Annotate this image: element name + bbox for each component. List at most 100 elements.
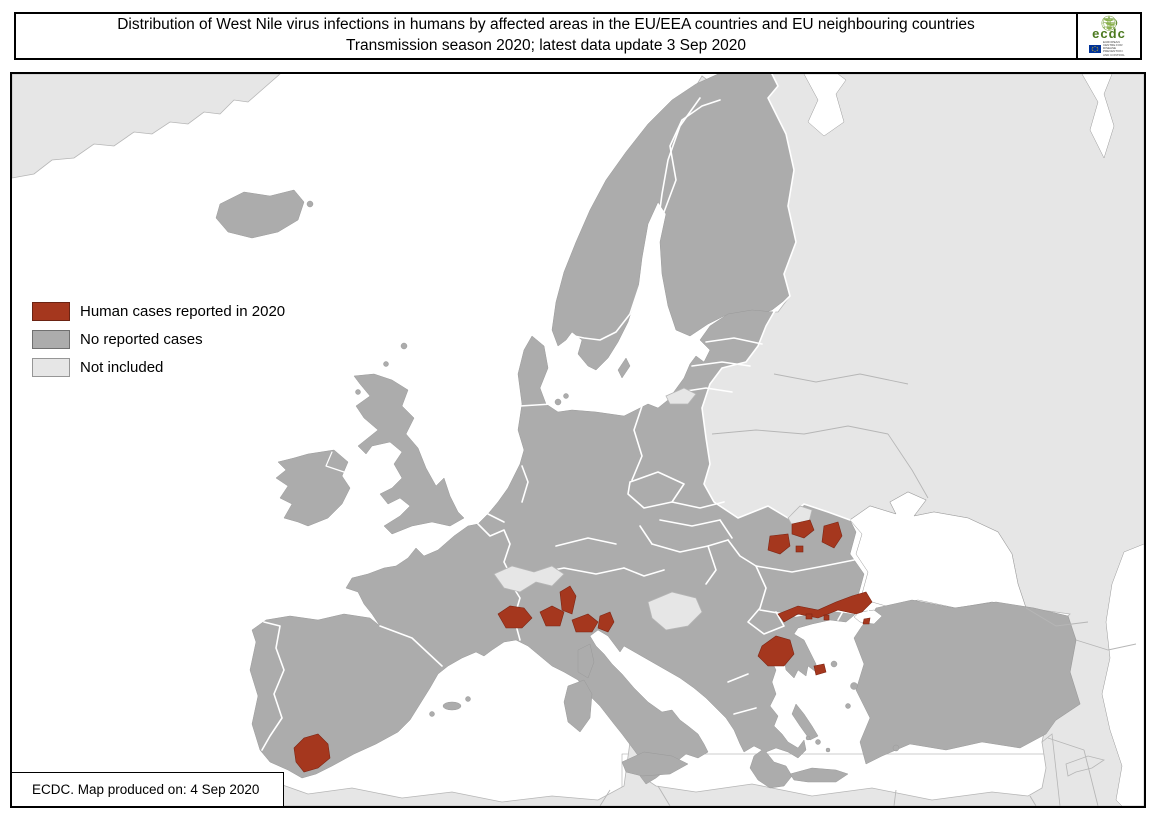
island-menorca (465, 696, 471, 702)
border-netherlands-germany (521, 465, 529, 503)
danish-isles-2 (563, 393, 569, 399)
border-serbia-romania (727, 539, 757, 567)
island-cyclades-1 (815, 739, 821, 745)
cases-italy-emilia (571, 613, 599, 633)
cases-italy-lombardy-north (559, 585, 577, 615)
border-austria-hungary (639, 525, 653, 545)
border-albania-greece (727, 673, 757, 715)
legend-swatch-no-cases (32, 330, 70, 349)
island-lemnos (830, 660, 838, 668)
island-ibiza (429, 711, 435, 717)
legend-item-cases: Human cases reported in 2020 (32, 302, 285, 321)
title-line-2: Transmission season 2020; latest data up… (345, 37, 747, 54)
island-crete (789, 767, 849, 783)
border-romania-bulgaria (755, 559, 855, 573)
island-euboea (791, 703, 819, 741)
legend-swatch-cases (32, 302, 70, 321)
cases-spain-andalusia (293, 733, 331, 773)
white-sea (803, 74, 847, 137)
novaya-zemlya-strait (1081, 74, 1115, 159)
danish-isles-1 (554, 398, 562, 406)
island-corsica (577, 643, 595, 679)
border-caucasus (1025, 607, 1137, 651)
border-latvia-lithuania (691, 361, 751, 367)
legend-label-no-cases: No reported cases (80, 331, 203, 348)
border-tunisia-libya (657, 785, 671, 806)
cases-italy-piedmont-west (497, 605, 533, 629)
cases-marmara-island (862, 617, 871, 625)
island-mallorca (442, 701, 462, 711)
cases-greece-central-macedonia (757, 635, 795, 667)
country-ireland (275, 449, 351, 527)
map-attribution-box: ECDC. Map produced on: 4 Sep 2020 (12, 772, 284, 806)
country-great-britain (353, 373, 465, 535)
island-lesbos (850, 682, 858, 690)
border-slovenia-croatia (623, 567, 665, 577)
island-cyclades-3 (805, 735, 811, 741)
ecdc-org-name: EUROPEAN CENTRE FOR DISEASE PREVENTION A… (1103, 39, 1125, 57)
border-ukraine-russia (887, 433, 929, 499)
country-switzerland (493, 565, 565, 593)
country-turkey (853, 599, 1081, 765)
border-hungary-romania (719, 519, 733, 539)
border-norway-sweden (573, 97, 701, 341)
border-uk-ireland (325, 451, 345, 473)
shetland-islands (400, 342, 408, 350)
cases-greece-thrace-turkish-thrace (777, 591, 873, 623)
bosphorus-strait (867, 603, 871, 613)
eu-flag-row: EUROPEAN CENTRE FOR DISEASE PREVENTION A… (1089, 39, 1129, 57)
europe-map (12, 74, 1144, 806)
cases-greece-island-thasos (813, 663, 827, 676)
map-frame: Human cases reported in 2020 No reported… (10, 72, 1146, 808)
island-sardinia (563, 679, 593, 733)
island-cyclades-2 (825, 747, 831, 753)
cases-romania-county-south (767, 533, 791, 555)
cases-italy-veneto (597, 611, 615, 633)
title-bar: Distribution of West Nile virus infectio… (14, 12, 1142, 60)
border-hungary-croatia-serbia (651, 539, 729, 553)
country-bosnia (647, 591, 703, 631)
sea-of-marmara (853, 609, 883, 625)
country-greenland (12, 74, 281, 179)
orkney-islands (383, 361, 389, 367)
cases-greece-islet-1 (805, 613, 813, 620)
cases-italy-piedmont-east (539, 605, 565, 627)
country-iceland (215, 189, 305, 239)
legend-label-cases: Human cases reported in 2020 (80, 303, 286, 320)
border-portugal-spain (261, 621, 285, 751)
border-spain-france (379, 625, 443, 667)
border-croatia-serbia (705, 545, 717, 585)
border-germany-poland (631, 405, 643, 481)
island-sicily (621, 751, 689, 777)
legend-label-not-included: Not included (80, 359, 164, 376)
country-cyprus (1065, 755, 1105, 777)
faroe-islands (306, 200, 314, 208)
title-line-1: Distribution of West Nile virus infectio… (117, 16, 975, 34)
border-belarus-ukraine (711, 425, 889, 435)
eu-flag-icon (1089, 44, 1101, 53)
cases-romania-county-north (791, 519, 815, 539)
border-finland-russia (767, 74, 797, 313)
hebrides (355, 389, 361, 395)
border-russia-belarus (773, 373, 909, 385)
map-title: Distribution of West Nile virus infectio… (16, 14, 1076, 58)
black-sea (849, 491, 1027, 609)
ecdc-logo: ecdc EUROPEAN CENTRE FOR DISEASE PREVENT… (1076, 14, 1140, 58)
island-chios (845, 703, 851, 709)
ecdc-wordmark: ecdc (1092, 25, 1126, 41)
island-rhodes (892, 744, 900, 752)
border-serbia-bulgaria (755, 565, 767, 609)
border-libya-egypt (893, 789, 897, 806)
cases-greece-islet-2 (823, 614, 830, 621)
island-gotland (617, 357, 631, 379)
border-france-belgium-germany (477, 523, 511, 575)
cases-romania-constanta (821, 521, 843, 549)
border-belgium-netherlands (487, 513, 505, 523)
legend-item-no-cases: No reported cases (32, 330, 285, 349)
map-attribution-text: ECDC. Map produced on: 4 Sep 2020 (32, 782, 260, 797)
border-north-macedonia (747, 607, 785, 635)
caspian-sea (1101, 543, 1144, 806)
cases-romania-bucharest (795, 545, 804, 553)
legend: Human cases reported in 2020 No reported… (32, 302, 285, 377)
